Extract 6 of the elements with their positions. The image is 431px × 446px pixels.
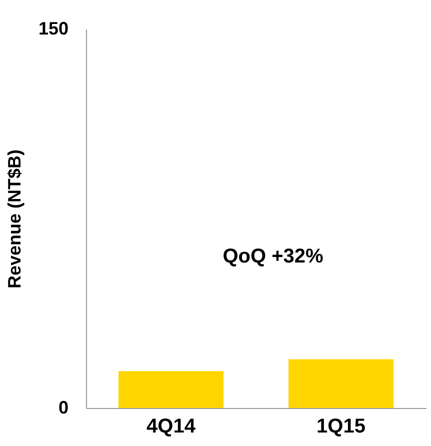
y-axis-title: Revenue (NT$B): [4, 149, 24, 289]
annotation: QoQ +32%: [222, 245, 324, 268]
y-tick-label: 0: [58, 398, 68, 418]
y-tick-label: 150: [38, 18, 68, 38]
x-tick-label: 1Q15: [316, 416, 366, 438]
x-tick-label: 4Q14: [146, 416, 196, 438]
